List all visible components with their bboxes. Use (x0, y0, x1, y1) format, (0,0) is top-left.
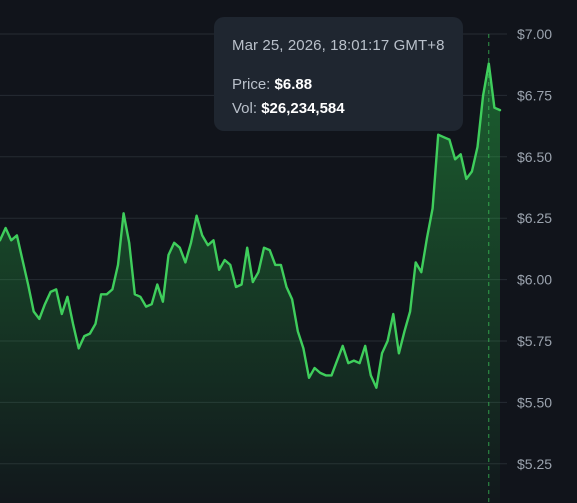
tooltip-price-row: Price: $6.88 (232, 76, 463, 93)
tooltip-volume-label: Vol: (232, 100, 258, 117)
y-axis-tick-label: $5.75 (517, 333, 552, 349)
y-axis-tick-label: $6.75 (517, 87, 552, 103)
y-axis-tick-label: $6.25 (517, 210, 552, 226)
tooltip-date: Mar 25, 2026, 18:01:17 GMT+8 (232, 37, 445, 54)
y-axis-tick-label: $6.00 (517, 272, 552, 288)
price-tooltip: Mar 25, 2026, 18:01:17 GMT+8 Price: $6.8… (214, 17, 463, 131)
tooltip-price-value: $6.88 (274, 76, 313, 93)
y-axis-tick-label: $7.00 (517, 26, 552, 42)
price-line (0, 62, 502, 389)
y-axis-tick-label: $5.50 (517, 394, 552, 410)
y-axis-tick-label: $5.25 (517, 456, 552, 472)
tooltip-volume-row: Vol: $26,234,584 (232, 100, 463, 117)
price-area-fill (0, 63, 500, 503)
tooltip-volume-value: $26,234,584 (261, 100, 345, 117)
y-axis-labels: $7.00 $6.75 $6.50 $6.25 $6.00 $5.75 $5.50 $5.25 (517, 26, 552, 472)
tooltip-price-label: Price: (232, 76, 271, 93)
y-axis-tick-label: $6.50 (517, 149, 552, 165)
